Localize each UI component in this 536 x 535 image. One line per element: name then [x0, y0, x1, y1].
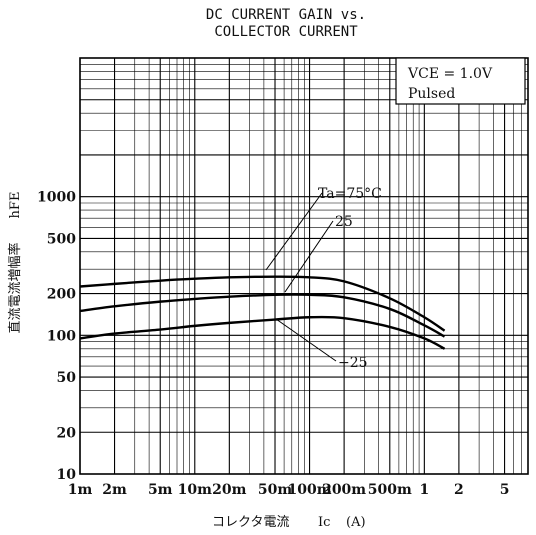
annotation-leader-minus25	[275, 318, 337, 362]
x-tick-label: 1	[419, 482, 429, 498]
series-line-2	[79, 315, 446, 350]
series-line-0	[79, 275, 446, 332]
x-axis-label-unit: (A)	[346, 515, 366, 530]
chart-title-line1: DC CURRENT GAIN vs.	[206, 7, 366, 23]
x-tick-label: 20m	[212, 482, 246, 498]
y-tick-label: 200	[47, 287, 76, 303]
legend-vce: VCE = 1.0V	[407, 66, 493, 82]
x-tick-label: 10m	[178, 482, 212, 498]
x-tick-label: 5	[500, 482, 510, 498]
y-axis-label-symbol: hFE	[8, 192, 23, 219]
y-tick-label: 10	[57, 467, 77, 483]
legend-box: VCE = 1.0V Pulsed	[395, 57, 526, 105]
x-axis-label-text: コレクタ電流	[212, 515, 289, 530]
x-axis-label: コレクタ電流 Ic (A)	[212, 515, 366, 530]
annotation-leader-ta75	[265, 192, 323, 271]
series-group	[79, 275, 446, 350]
annotation-minus25: −25	[338, 355, 368, 371]
annotation-ta75: Ta=75°C	[318, 186, 382, 202]
plot-frame	[79, 57, 529, 475]
y-axis-label-text: 直流電流増幅率	[7, 242, 23, 333]
x-tick-label: 5m	[148, 482, 173, 498]
x-axis-label-symbol: Ic	[318, 515, 330, 530]
y-axis-label: 直流電流増幅率 hFE	[7, 192, 23, 334]
grid	[79, 57, 529, 475]
y-tick-label: 100	[47, 328, 76, 344]
x-tick-label: 2	[454, 482, 464, 498]
y-tick-labels: 10 20 50 100 200 500 1000	[37, 190, 76, 483]
annotation-25: 25	[335, 214, 353, 230]
y-tick-label: 50	[57, 370, 77, 386]
y-tick-label: 500	[47, 231, 76, 247]
y-tick-label: 20	[57, 425, 77, 441]
x-tick-label: 1m	[68, 482, 93, 498]
x-tick-label: 2m	[102, 482, 127, 498]
y-tick-label: 1000	[37, 190, 76, 206]
annotation-leader-25	[284, 220, 334, 293]
chart-title-line2: COLLECTOR CURRENT	[214, 24, 358, 40]
x-tick-label: 500m	[368, 482, 412, 498]
x-tick-label: 50m	[258, 482, 292, 498]
series-line-1	[79, 293, 446, 338]
x-tick-label: 100m	[288, 482, 332, 498]
annotations: Ta=75°C 25 −25	[265, 186, 382, 371]
x-tick-label: 200m	[322, 482, 366, 498]
legend-pulsed: Pulsed	[408, 86, 455, 102]
